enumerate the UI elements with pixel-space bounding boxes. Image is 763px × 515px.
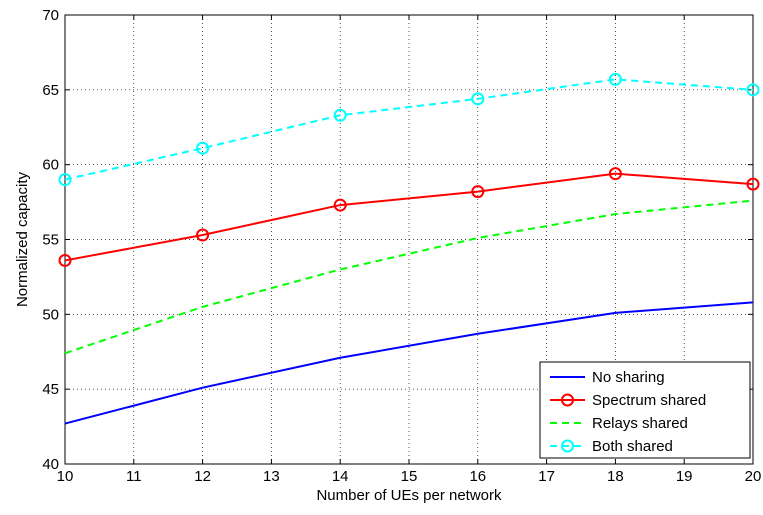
x-tick-label: 10 (57, 468, 74, 485)
legend-label: Both shared (592, 438, 673, 455)
data-point (746, 83, 760, 97)
legend-item: Spectrum shared (550, 392, 706, 409)
data-point (333, 108, 347, 122)
legend-item: Both shared (550, 438, 673, 455)
y-axis-tick-labels: 40 45 50 55 60 65 70 (42, 7, 59, 473)
series-line (64, 78, 754, 181)
legend-label: Relays shared (592, 415, 688, 432)
legend-item: Relays shared (550, 415, 688, 432)
x-tick-label: 17 (538, 468, 555, 485)
data-point (58, 173, 72, 187)
series-line (64, 199, 754, 355)
data-point (196, 141, 210, 155)
data-point (471, 185, 485, 199)
data-point (333, 198, 347, 212)
series-relays-shared (64, 199, 754, 355)
legend: No sharing Spectrum shared Relays shared Bo… (539, 361, 751, 459)
series-no-sharing (64, 301, 754, 425)
axis-ticks (64, 14, 754, 465)
y-tick-label: 65 (42, 82, 59, 99)
y-tick-label: 70 (42, 7, 59, 24)
y-tick-label: 50 (42, 306, 59, 323)
y-axis-title: Normalized capacity (14, 171, 31, 307)
data-point (608, 72, 622, 86)
y-tick-label: 55 (42, 232, 59, 249)
x-axis-tick-labels: 10 11 12 13 14 15 16 17 18 19 20 (57, 468, 762, 485)
data-point (746, 177, 760, 191)
series-line (64, 301, 754, 425)
x-tick-label: 15 (401, 468, 418, 485)
legend-marker (561, 439, 574, 453)
x-tick-label: 13 (263, 468, 280, 485)
y-tick-label: 45 (42, 381, 59, 398)
grid (65, 15, 753, 464)
y-tick-label: 60 (42, 157, 59, 174)
x-axis-title: Number of UEs per network (316, 487, 502, 504)
legend-label: Spectrum shared (592, 392, 706, 409)
series-line (64, 172, 754, 262)
legend-item: No sharing (550, 369, 665, 386)
series-both-shared (58, 72, 760, 187)
x-tick-label: 11 (126, 468, 142, 485)
legend-label: No sharing (592, 369, 665, 386)
x-tick-label: 14 (332, 468, 349, 485)
y-tick-label: 40 (42, 456, 59, 473)
data-point (471, 92, 485, 106)
data-point (196, 228, 210, 242)
x-tick-label: 19 (676, 468, 693, 485)
legend-marker (561, 393, 574, 407)
x-tick-label: 16 (469, 468, 486, 485)
x-tick-label: 18 (607, 468, 624, 485)
data-point (608, 167, 622, 181)
data-point (58, 253, 72, 267)
series-spectrum-shared (58, 167, 760, 267)
series-lines (58, 72, 760, 425)
x-tick-label: 20 (745, 468, 762, 485)
x-tick-label: 12 (194, 468, 211, 485)
